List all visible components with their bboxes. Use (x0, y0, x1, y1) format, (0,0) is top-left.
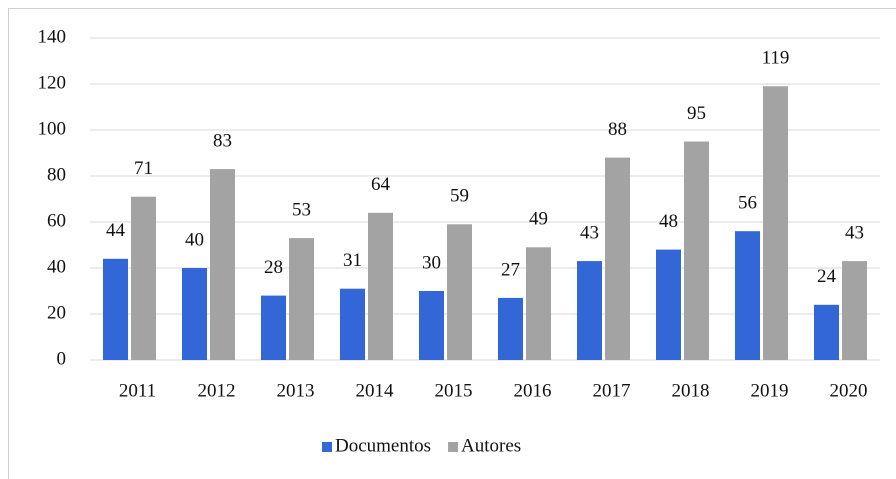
data-label: 119 (762, 48, 790, 69)
data-label: 56 (738, 193, 757, 214)
data-label: 44 (106, 220, 126, 241)
x-tick-label: 2015 (435, 380, 473, 401)
data-label: 40 (185, 229, 204, 250)
bar (526, 247, 551, 360)
bar (182, 268, 207, 360)
data-label: 53 (292, 199, 311, 220)
bar (368, 212, 393, 360)
x-tick-label: 2020 (830, 380, 868, 401)
legend-swatch (448, 442, 459, 452)
data-label: 64 (371, 174, 391, 195)
data-label: 95 (687, 103, 706, 124)
legend-swatch (322, 442, 332, 452)
data-label: 88 (608, 119, 627, 140)
y-tick-label: 140 (38, 26, 67, 47)
chart-frame (8, 8, 896, 479)
y-tick-label: 120 (38, 72, 67, 93)
x-tick-label: 2013 (277, 380, 315, 401)
bar (763, 86, 788, 361)
bar (261, 295, 286, 360)
y-tick-label: 40 (47, 256, 66, 277)
data-label: 27 (501, 259, 520, 280)
data-label: 48 (659, 211, 678, 232)
legend-label: Documentos (335, 435, 431, 456)
data-label: 59 (450, 186, 469, 207)
bar (656, 249, 681, 360)
bar (498, 297, 523, 360)
y-tick-label: 0 (57, 348, 67, 369)
bar (842, 261, 867, 360)
data-label: 43 (845, 222, 864, 243)
data-label: 83 (213, 130, 232, 151)
x-tick-label: 2014 (356, 380, 395, 401)
data-label: 71 (134, 158, 153, 179)
y-tick-label: 80 (47, 164, 66, 185)
x-tick-label: 2018 (672, 380, 710, 401)
x-tick-label: 2012 (198, 380, 236, 401)
bar (210, 169, 235, 360)
bar (103, 258, 128, 360)
data-label: 43 (580, 222, 599, 243)
bar (289, 238, 314, 360)
x-tick-label: 2017 (593, 380, 631, 401)
x-tick-label: 2019 (751, 380, 789, 401)
bar (577, 261, 602, 360)
data-label: 28 (264, 257, 283, 278)
y-tick-label: 20 (47, 302, 66, 323)
bar (447, 224, 472, 360)
data-label: 24 (817, 266, 837, 287)
x-tick-label: 2011 (119, 380, 156, 401)
y-tick-label: 100 (38, 118, 67, 139)
bar (340, 288, 365, 360)
data-label: 49 (529, 209, 548, 230)
x-tick-label: 2016 (514, 380, 552, 401)
legend-label: Autores (461, 435, 521, 456)
bar (814, 304, 839, 360)
bar (605, 157, 630, 360)
data-label: 30 (422, 252, 441, 273)
bar (131, 196, 156, 360)
bar (684, 141, 709, 360)
bar (419, 291, 444, 360)
y-tick-label: 60 (47, 210, 66, 231)
bar (735, 231, 760, 360)
data-label: 31 (343, 250, 362, 271)
